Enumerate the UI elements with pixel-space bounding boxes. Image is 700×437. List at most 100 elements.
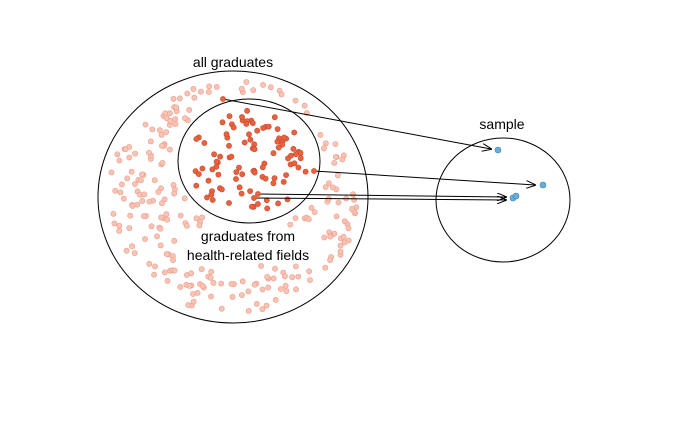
population-dot bbox=[350, 191, 356, 198]
population-dot bbox=[163, 251, 170, 257]
population-dot bbox=[317, 131, 324, 138]
population-dot bbox=[265, 284, 272, 291]
subgroup-dot bbox=[264, 205, 271, 212]
subgroup-dot bbox=[284, 196, 291, 203]
subgroup-label-line1: graduates from bbox=[201, 228, 295, 244]
population-dot bbox=[146, 149, 152, 156]
subgroup-dot bbox=[236, 184, 243, 191]
population-dot bbox=[333, 213, 340, 220]
population-dot bbox=[208, 293, 214, 300]
subgroup-dot bbox=[236, 164, 242, 171]
subgroup-dot bbox=[217, 153, 223, 160]
population-dot bbox=[186, 282, 193, 289]
population-dot bbox=[127, 212, 134, 219]
subgroup-dot bbox=[226, 113, 233, 120]
population-dot bbox=[229, 293, 236, 300]
population-dot bbox=[311, 209, 318, 215]
population-dot bbox=[190, 86, 197, 92]
population-dot bbox=[199, 282, 206, 289]
population-dot bbox=[155, 188, 162, 195]
subgroup-dot bbox=[204, 194, 210, 201]
subgroup-dot bbox=[244, 107, 250, 114]
subgroup-dot bbox=[270, 180, 277, 187]
subgroup-dot bbox=[193, 182, 200, 189]
population-dot bbox=[337, 248, 344, 255]
population-dot bbox=[157, 242, 164, 249]
subgroup-dot bbox=[209, 197, 216, 203]
population-circle bbox=[97, 70, 369, 324]
population-dot bbox=[250, 87, 257, 94]
sampled-subgroup-dot bbox=[251, 195, 257, 201]
population-dot bbox=[177, 284, 184, 290]
population-dot bbox=[332, 141, 339, 147]
population-dot bbox=[147, 138, 154, 145]
population-dot bbox=[340, 233, 347, 240]
population-dot bbox=[196, 222, 203, 229]
population-dots bbox=[108, 79, 360, 314]
population-dot bbox=[116, 222, 123, 229]
population-dot bbox=[177, 212, 184, 219]
subgroup-dot bbox=[230, 124, 237, 131]
population-dot bbox=[327, 233, 334, 240]
population-dot bbox=[159, 142, 165, 149]
population-dot bbox=[188, 270, 195, 277]
population-dot bbox=[260, 82, 266, 88]
population-dot bbox=[128, 168, 135, 175]
population-dot bbox=[289, 274, 296, 281]
population-dot bbox=[190, 298, 197, 305]
sample-point bbox=[539, 181, 547, 189]
population-dot bbox=[166, 146, 173, 153]
population-dot bbox=[152, 263, 158, 270]
subgroup-dot bbox=[260, 125, 266, 131]
population-dot bbox=[158, 131, 165, 138]
subgroup-dot bbox=[238, 190, 245, 197]
population-dot bbox=[239, 278, 246, 285]
population-dot bbox=[238, 85, 245, 92]
subgroup-dot bbox=[281, 134, 288, 141]
population-dot bbox=[142, 121, 149, 128]
population-dot bbox=[253, 300, 260, 307]
population-dot bbox=[305, 216, 312, 223]
subgroup-dot bbox=[247, 136, 254, 143]
population-dot bbox=[243, 79, 250, 85]
population-dot bbox=[213, 84, 220, 90]
sampled-subgroup-dot bbox=[220, 96, 226, 102]
subgroup-dot bbox=[254, 201, 261, 207]
sample-point bbox=[494, 146, 502, 154]
sampling-arrow bbox=[257, 194, 506, 197]
population-dot bbox=[139, 171, 145, 178]
population-dot bbox=[149, 126, 156, 133]
subgroup-dot bbox=[297, 155, 304, 162]
population-dot bbox=[267, 84, 274, 91]
population-dot bbox=[140, 213, 147, 220]
subgroup-dot bbox=[259, 164, 266, 171]
subgroup-dot bbox=[274, 126, 281, 133]
population-dot bbox=[120, 195, 127, 202]
population-dot bbox=[170, 257, 176, 263]
population-dot bbox=[132, 181, 138, 187]
population-dot bbox=[270, 275, 277, 282]
population-dot bbox=[159, 159, 166, 166]
population-dot bbox=[345, 225, 352, 232]
population-dot bbox=[159, 200, 165, 207]
sample-point bbox=[512, 192, 520, 200]
subgroup-dot bbox=[223, 131, 230, 138]
subgroup-dot bbox=[193, 136, 200, 142]
population-dot bbox=[116, 157, 123, 164]
subgroup-dot bbox=[283, 172, 289, 178]
sampling-arrow bbox=[222, 98, 491, 149]
subgroup-dots bbox=[192, 107, 309, 212]
population-dot bbox=[335, 199, 342, 206]
subgroup-dot bbox=[219, 119, 226, 126]
sampled-subgroup-dot bbox=[311, 168, 317, 174]
subgroup-dot bbox=[247, 188, 253, 194]
subgroup-dot bbox=[275, 200, 281, 207]
population-dot bbox=[206, 83, 213, 90]
population-dot bbox=[332, 154, 339, 160]
subgroup-dot bbox=[241, 139, 248, 146]
population-dot bbox=[349, 205, 355, 212]
population-dot bbox=[228, 280, 235, 287]
population-dot bbox=[112, 187, 119, 194]
population-dot bbox=[329, 184, 336, 191]
population-dot bbox=[158, 214, 164, 221]
